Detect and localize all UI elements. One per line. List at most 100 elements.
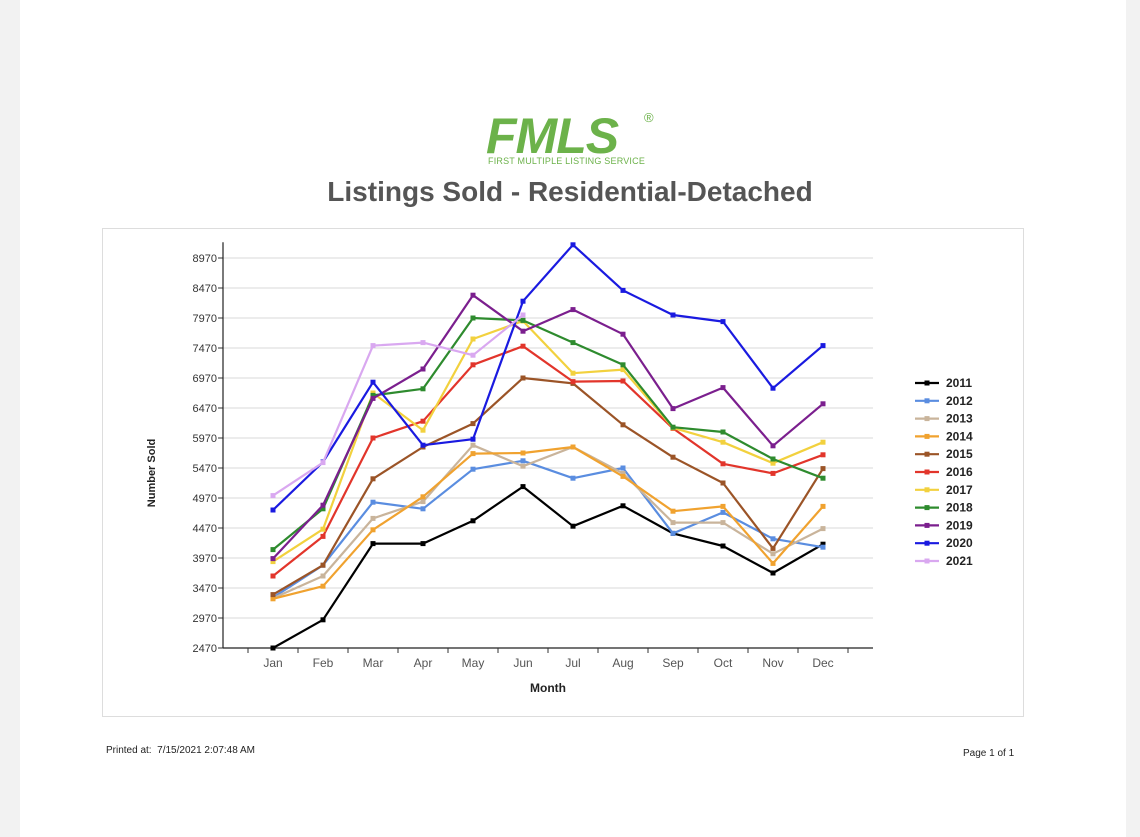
data-point-2020 [570,242,576,248]
data-point-2016 [370,435,376,441]
data-point-2020 [670,312,676,318]
data-point-2011 [820,541,826,547]
data-point-2020 [520,298,526,304]
data-point-2014 [720,503,726,509]
data-point-2014 [470,451,476,457]
data-point-2016 [470,362,476,368]
y-tick-label: 4970 [193,493,217,505]
data-point-2018 [670,424,676,430]
legend-label-2021: 2021 [946,554,973,568]
data-point-2014 [670,508,676,514]
legend-marker-2017 [924,487,930,493]
data-point-2013 [470,442,476,448]
y-tick-label: 4470 [193,523,217,535]
y-tick-label: 3970 [193,553,217,565]
legend-label-2014: 2014 [946,429,973,443]
data-point-2018 [820,475,826,481]
data-point-2021 [470,352,476,358]
data-point-2020 [770,385,776,391]
data-point-2016 [720,461,726,467]
data-point-2016 [770,470,776,476]
series-line-2014 [272,445,824,600]
legend-marker-2015 [924,451,930,457]
data-point-2015 [820,466,826,472]
data-point-2014 [370,527,376,533]
series-line-2012 [272,459,824,599]
x-tick-label: Oct [714,656,733,670]
data-point-2019 [770,443,776,449]
data-point-2014 [770,560,776,566]
data-point-2018 [570,340,576,346]
data-point-2013 [720,520,726,526]
data-point-2012 [620,465,626,471]
data-point-2017 [720,439,726,445]
page-number: Page 1 of 1 [963,748,1015,759]
series-lines [270,242,826,651]
data-point-2012 [820,544,826,550]
data-point-2019 [470,292,476,298]
printed-value: 7/15/2021 2:07:48 AM [157,745,256,756]
legend-marker-2018 [924,505,930,511]
data-point-2014 [420,494,426,500]
data-point-2012 [470,466,476,472]
data-point-2018 [320,506,326,512]
x-tick-label: Jun [513,656,532,670]
legend-marker-2013 [924,416,930,422]
data-point-2018 [720,429,726,435]
data-point-2021 [520,312,526,318]
data-point-2013 [820,526,826,532]
legend-marker-2021 [924,558,930,564]
legend-label-2011: 2011 [946,376,972,390]
data-point-2013 [620,470,626,476]
data-point-2020 [270,507,276,513]
data-point-2018 [420,386,426,392]
legend-label-2018: 2018 [946,501,973,515]
data-point-2017 [270,559,276,565]
page-title: Listings Sold - Residential-Detached [327,176,813,207]
data-point-2019 [320,502,326,508]
x-tick-label: Sep [662,656,684,670]
legend-label-2016: 2016 [946,465,973,479]
data-point-2015 [370,476,376,482]
y-tick-label: 5970 [193,433,217,445]
data-point-2011 [370,541,376,547]
y-tick-label: 2970 [193,613,217,625]
x-tick-label: Feb [313,656,334,670]
data-point-2020 [820,343,826,349]
data-point-2014 [270,596,276,602]
data-point-2019 [570,307,576,313]
data-point-2015 [670,454,676,460]
data-point-2016 [620,378,626,384]
data-point-2013 [670,520,676,526]
data-point-2016 [270,573,276,579]
data-point-2021 [270,493,276,499]
y-tick-labels: 2470 2970 3470 3970 4470 4970 5470 5970 6470 6970… [193,253,217,655]
series-line-2020 [272,243,824,511]
x-tick-label: Aug [612,656,633,670]
data-point-2016 [570,379,576,385]
x-tick-label: Dec [812,656,833,670]
legend-label-2013: 2013 [946,412,973,426]
legend-label-2017: 2017 [946,483,973,497]
data-point-2016 [420,418,426,424]
data-point-2018 [470,315,476,321]
y-axis-label: Number Sold [146,439,158,507]
legend-label-2019: 2019 [946,518,973,532]
data-point-2011 [520,484,526,490]
data-point-2013 [770,551,776,557]
x-axis-label: Month [530,681,566,695]
y-tick-label: 5470 [193,463,217,475]
legend: 2011 2012 2013 2014 2015 2016 2017 2018 2019 2020… [915,376,973,568]
y-tick-label: 6470 [193,403,217,415]
logo-subtitle: FIRST MULTIPLE LISTING SERVICE [488,156,646,166]
data-point-2017 [320,526,326,532]
data-point-2019 [720,385,726,391]
legend-marker-2016 [924,469,930,475]
data-point-2019 [420,366,426,372]
grid-lines [218,257,873,649]
data-point-2012 [720,509,726,515]
legend-marker-2012 [924,398,930,404]
data-point-2015 [620,422,626,428]
x-tick-label: Mar [363,656,384,670]
data-point-2011 [420,541,426,547]
